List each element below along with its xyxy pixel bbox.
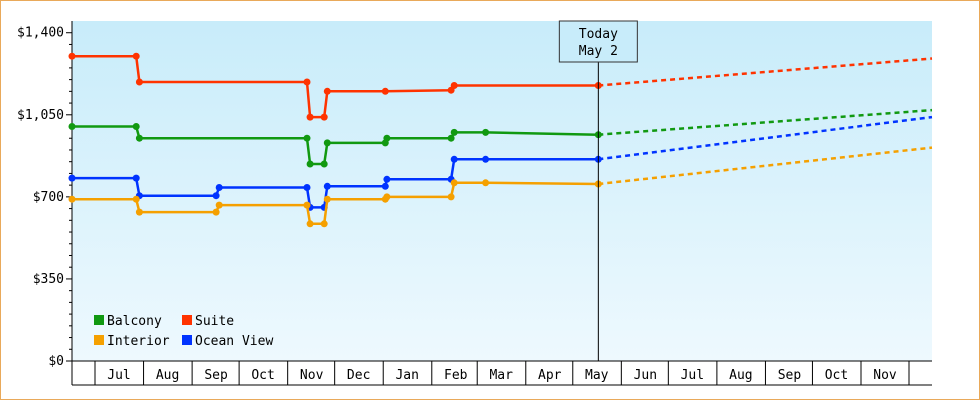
legend-label: Suite — [195, 314, 234, 329]
series-balcony — [68, 108, 933, 168]
legend: Balcony Suite Interior Ocean View — [94, 314, 273, 349]
x-tick-label: Sep — [778, 368, 802, 383]
series-point — [135, 208, 143, 216]
x-tick-label: Apr — [538, 368, 562, 383]
series-forecast-line — [598, 115, 933, 161]
x-tick-label: Feb — [444, 368, 468, 383]
series-point — [383, 193, 391, 201]
series-point — [212, 192, 220, 200]
series-point — [447, 134, 455, 142]
series-suite — [68, 52, 933, 121]
series-point — [320, 113, 328, 121]
series-point — [381, 87, 389, 95]
series-point — [68, 174, 76, 182]
x-tick-label: Aug — [729, 368, 752, 383]
series-point — [135, 134, 143, 142]
y-tick-label: $700 — [33, 190, 64, 205]
series-point — [68, 52, 76, 60]
legend-swatch — [182, 315, 192, 325]
series-point — [320, 220, 328, 228]
series-point — [132, 195, 140, 203]
legend-label: Ocean View — [195, 334, 273, 349]
series-point — [132, 52, 140, 60]
series-point — [215, 201, 223, 209]
series-point — [132, 123, 140, 130]
series-point — [450, 155, 458, 163]
series-point — [303, 134, 311, 142]
y-tick-label: $0 — [48, 354, 64, 369]
series-point — [450, 82, 458, 89]
legend-label: Balcony — [107, 314, 162, 329]
series-point — [68, 123, 76, 130]
series-point — [303, 201, 311, 209]
series-point — [383, 134, 391, 142]
series-point — [381, 182, 389, 190]
series-point — [323, 182, 331, 190]
y-tick-label: $350 — [33, 272, 64, 287]
series-point — [323, 87, 331, 95]
series-point — [323, 139, 331, 147]
x-tick-label: Jan — [395, 368, 418, 383]
x-tick-label: Nov — [873, 368, 897, 383]
x-tick-label: Nov — [300, 368, 324, 383]
series-point — [132, 174, 140, 182]
series-point — [215, 184, 223, 191]
legend-swatch — [182, 335, 192, 345]
series-point — [303, 184, 311, 191]
series-point — [450, 128, 458, 136]
x-tick-label: Jun — [634, 368, 657, 383]
x-tick-label: Oct — [825, 368, 848, 383]
y-tick-label: $1,400 — [17, 26, 64, 41]
legend-label: Interior — [107, 334, 170, 349]
plot-area-background — [72, 21, 932, 361]
series-point — [68, 195, 76, 203]
x-tick-label: Mar — [489, 368, 513, 383]
series-layer — [68, 52, 933, 228]
series-point — [383, 175, 391, 183]
series-point — [320, 160, 328, 168]
x-tick-label: May — [585, 368, 609, 383]
axes: $0 $350 $700 $1,050 $1,400 Jul Aug Sep Oct Nov Dec… — [17, 21, 932, 386]
x-tick-label: Aug — [156, 368, 179, 383]
legend-swatch — [94, 335, 104, 345]
series-forecast-line — [598, 108, 933, 136]
x-tick-label: Jul — [107, 368, 130, 383]
x-tick-label: Sep — [204, 368, 228, 383]
today-label-line2: May 2 — [579, 44, 618, 59]
legend-swatch — [94, 315, 104, 325]
series-point — [323, 195, 331, 203]
series-point — [447, 193, 455, 201]
series-forecast-line — [598, 146, 933, 186]
today-marker: Today May 2 — [558, 20, 638, 361]
x-tick-label: Jul — [681, 368, 704, 383]
series-point — [212, 208, 220, 216]
series-point — [482, 128, 490, 136]
today-label-box — [558, 20, 638, 63]
series-point — [450, 179, 458, 187]
series-point — [306, 160, 314, 168]
series-point — [306, 220, 314, 228]
series-point — [482, 155, 490, 163]
y-tick-label: $1,050 — [17, 108, 64, 123]
series-interior — [68, 146, 933, 228]
x-tick-label: Dec — [347, 368, 370, 383]
series-point — [482, 179, 490, 187]
x-tick-label: Oct — [251, 368, 274, 383]
series-forecast-line — [598, 57, 933, 87]
series-point — [135, 78, 143, 86]
today-label-line1: Today — [579, 27, 618, 42]
series-point — [303, 78, 311, 86]
series-point — [306, 113, 314, 121]
